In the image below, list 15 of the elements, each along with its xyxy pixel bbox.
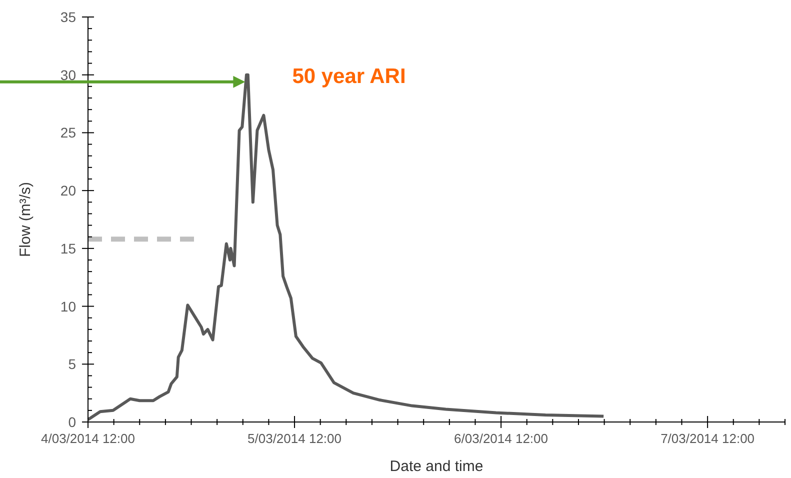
y-tick-label: 30 [60,66,76,83]
x-axis-title: Date and time [390,458,484,475]
y-tick-label: 5 [68,356,76,372]
annotation: 50 year ARI [292,64,406,88]
y-tick-label: 15 [60,240,76,256]
y-tick-label: 20 [60,182,76,199]
y-axis-title: Flow (m³/s) [17,182,34,257]
y-tick-label: 35 [60,9,76,25]
x-tick-label: 4/03/2014 12:00 [41,431,135,446]
y-tick-label: 25 [60,124,76,141]
y-tick-label: 0 [68,414,76,430]
x-tick-label: 5/03/2014 12:00 [248,431,342,446]
x-tick-label: 6/03/2014 12:00 [454,431,548,446]
y-tick-label: 10 [60,298,76,314]
x-tick-label: 7/03/2014 12:00 [660,431,755,446]
